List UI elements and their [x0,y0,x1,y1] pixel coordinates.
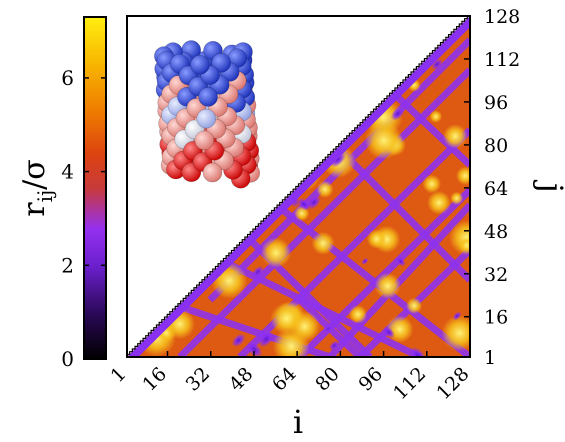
helix-inset-image [154,40,261,189]
colorbar-label: rij/σ [17,159,57,217]
y-tick-label: 64 [484,178,508,200]
x-axis: 1 16 32 48 64 80 96 112 128 [106,351,474,404]
y-tick-label: 112 [484,49,520,71]
x-tick-label: 32 [182,363,215,396]
heatmap-texture-blob [307,195,321,210]
heatmap-texture-stripe [267,197,470,357]
heatmap-texture-blob [270,302,303,335]
x-tick-label: 64 [268,363,301,396]
y-tick-label: 80 [484,135,508,157]
colorbar-tick-label: 2 [61,253,74,277]
helix-bead [194,130,215,151]
heatmap-texture-blob [395,256,406,267]
heatmap-texture-blob [311,231,335,255]
colorbar-tick-label: 0 [61,347,74,371]
y-tick-label: 16 [484,307,508,329]
y-axis-label: j [532,179,565,193]
heatmap-texture-blob [429,110,443,123]
plot-frame [126,15,471,358]
heatmap-texture-blob [390,106,405,121]
y-tick-label: 32 [484,264,508,286]
colorbar-tick-label: 6 [61,66,74,90]
heatmap-texture-blob [455,166,470,185]
y-axis: 1 16 32 48 64 80 96 112 128 [464,6,520,369]
helix-bead [196,108,217,129]
heatmap-texture-blob [409,347,426,357]
heatmap-texture-blob [258,331,275,348]
diagonal-staircase-edge [126,15,470,357]
heatmap-texture-blob [452,311,462,321]
heatmap-texture-blob [422,174,442,194]
heatmap-texture-blob [374,272,401,299]
heatmap-texture-blob [361,257,369,265]
helix-bead [190,55,210,75]
heatmap-texture-blob [366,229,387,249]
x-tick-label: 1 [106,363,130,387]
colorbar-ticks: 0 2 4 6 [61,66,106,371]
heatmap-texture-blob [324,325,332,333]
heatmap-texture-blob [231,333,246,348]
heatmap-texture-blob [364,121,403,160]
x-tick-label: 96 [354,363,387,396]
x-axis-label: i [293,403,303,441]
heatmap-texture-blob [251,265,264,278]
x-tick-label: 112 [389,363,430,404]
heatmap-texture-blob [458,237,470,254]
heatmap-texture-blob [443,124,468,149]
x-tick-label: 48 [225,363,258,396]
helix-bead [211,53,232,73]
heatmap-texture-stripe [327,202,470,357]
y-tick-label: 48 [484,221,508,243]
heatmap-texture-blob [246,341,263,357]
heatmap-texture-blob [329,340,340,351]
colorbar-strip [83,16,107,360]
heatmap-texture-blob [297,197,311,211]
colorbar-tick-label: 4 [61,160,74,184]
diagonal-staircase [126,15,470,357]
heatmap-texture-blob [316,180,334,198]
heatmap-texture-blob [348,305,368,324]
heatmap-texture-blob [427,190,451,215]
y-tick-label: 96 [484,92,508,114]
x-tick-label: 16 [138,363,171,396]
heatmap-texture-blob [441,315,470,352]
heatmap-texture-stripe [387,87,470,168]
heatmap-texture-blob [450,191,464,205]
colorbar: 0 2 4 6 rij/σ [17,16,107,371]
x-tick-label: 80 [311,363,344,396]
heatmap-texture-blob [260,237,292,268]
heatmap-texture-blob [272,327,310,357]
heatmap-texture-blob [382,326,395,339]
helix-bead [198,87,218,107]
helix-bead [202,162,223,183]
y-tick-label: 128 [484,6,520,28]
y-tick-label: 1 [484,347,496,369]
heatmap-texture-blob [406,297,423,314]
x-tick-label: 128 [432,363,473,404]
